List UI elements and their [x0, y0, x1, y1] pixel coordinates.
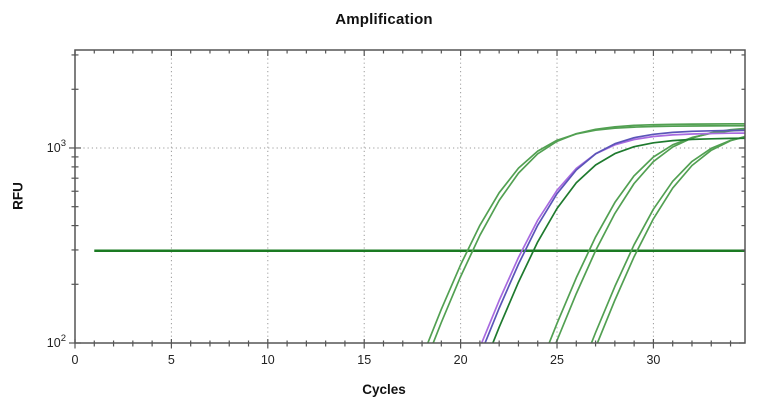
- x-tick-label: 5: [168, 353, 175, 367]
- x-tick-label: 10: [261, 353, 275, 367]
- curve-green-replicate-4a: [590, 136, 745, 343]
- x-tick-label: 0: [72, 353, 79, 367]
- x-tick-label: 20: [454, 353, 468, 367]
- chart-title: Amplification: [335, 11, 433, 28]
- curve-green-replicate-3a: [548, 129, 745, 343]
- axis-ticks: [69, 50, 745, 349]
- curve-dark-green-sample: [491, 137, 745, 343]
- y-tick-label: 102: [47, 333, 66, 350]
- curve-violet-replicate-2a: [480, 132, 745, 343]
- curve-violet-replicate-2b: [484, 129, 745, 343]
- x-axis-label: Cycles: [362, 382, 406, 397]
- x-tick-label: 15: [357, 353, 371, 367]
- curve-green-replicate-3b: [555, 127, 745, 343]
- x-tick-label: 30: [646, 353, 660, 367]
- plot-border: [74, 49, 746, 344]
- curve-green-replicate-1a: [426, 124, 745, 343]
- y-tick-label: 103: [47, 138, 66, 155]
- curve-green-replicate-4b: [596, 135, 745, 343]
- x-tick-label: 25: [550, 353, 564, 367]
- amplification-curves: [426, 123, 745, 343]
- curve-green-replicate-1b: [432, 123, 745, 343]
- gridlines: [75, 50, 745, 343]
